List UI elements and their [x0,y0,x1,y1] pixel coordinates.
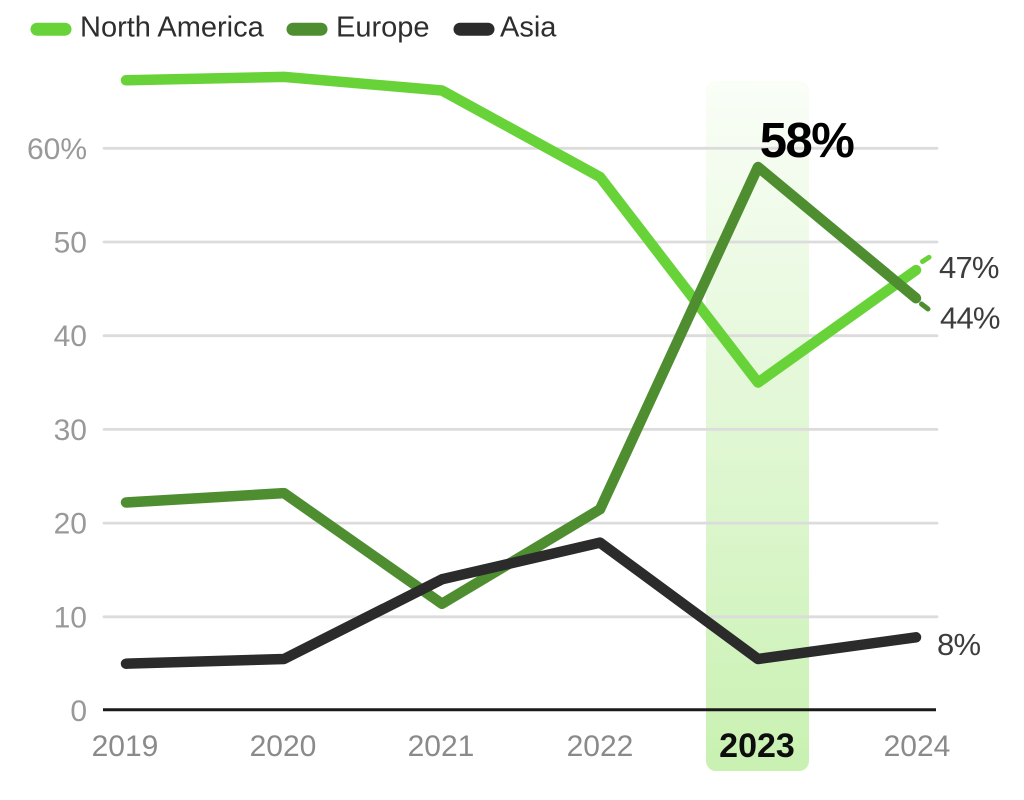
svg-text:Asia: Asia [500,11,557,43]
svg-text:2024: 2024 [884,730,951,763]
svg-text:2022: 2022 [567,730,634,763]
svg-text:30: 30 [54,414,87,447]
svg-text:40: 40 [54,320,87,353]
svg-text:North America: North America [80,11,265,43]
svg-text:2021: 2021 [408,730,475,763]
svg-text:Europe: Europe [336,11,430,43]
svg-text:58%: 58% [760,114,855,168]
svg-text:44%: 44% [940,301,1000,336]
svg-text:50: 50 [54,227,87,260]
svg-text:10: 10 [54,601,87,634]
svg-text:0: 0 [70,695,87,728]
svg-text:8%: 8% [937,627,980,662]
svg-text:47%: 47% [939,250,999,285]
svg-text:20: 20 [54,508,87,541]
svg-text:2019: 2019 [92,730,159,763]
svg-text:2023: 2023 [719,727,795,765]
svg-text:60%: 60% [27,133,87,166]
svg-text:2020: 2020 [250,730,317,763]
